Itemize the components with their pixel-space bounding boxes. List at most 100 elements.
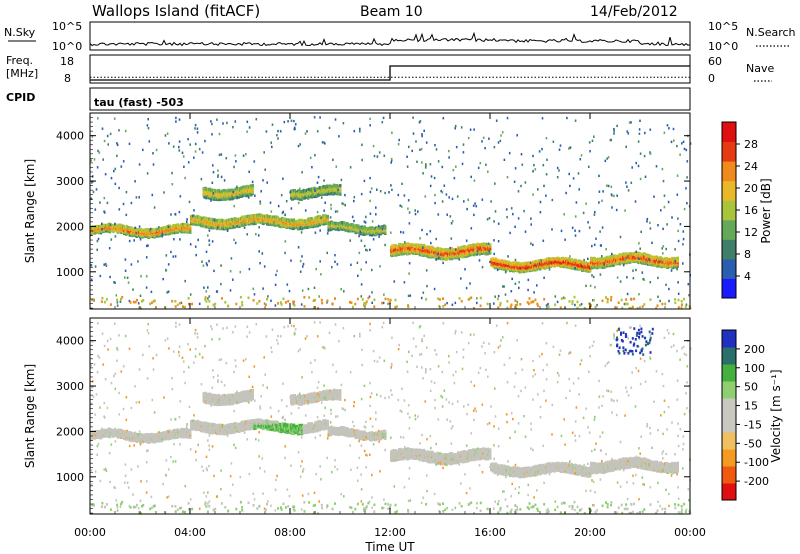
power-cell	[512, 212, 514, 216]
power-cell	[588, 165, 590, 168]
power-cell	[383, 154, 386, 157]
power-cell	[341, 202, 344, 205]
power-cell	[292, 226, 296, 230]
power-cell	[460, 126, 463, 129]
power-cell	[435, 258, 437, 261]
power-cell	[384, 225, 387, 229]
power-cell	[210, 199, 212, 202]
power-cell	[662, 252, 664, 255]
power-cell	[420, 147, 423, 151]
power-cell	[470, 175, 472, 179]
power-cell	[306, 188, 309, 192]
power-cell	[571, 226, 574, 229]
power-cell	[246, 191, 249, 195]
power-cell	[462, 143, 465, 146]
power-cell	[639, 177, 642, 181]
power-cell	[197, 238, 199, 242]
power-cell	[502, 285, 504, 288]
power-cell	[634, 256, 637, 260]
power-cell	[578, 229, 581, 233]
power-cell	[434, 201, 436, 205]
power-cell	[196, 127, 199, 130]
power-cell	[258, 250, 260, 253]
power-cell	[122, 160, 125, 163]
power-cell	[489, 251, 492, 255]
power-cell	[234, 120, 237, 123]
power-cell	[683, 147, 686, 151]
power-cell	[276, 134, 278, 137]
power-cell	[293, 126, 296, 129]
power-cell	[414, 212, 417, 216]
power-cell	[574, 234, 577, 237]
power-cell	[607, 184, 610, 188]
power-cell	[659, 260, 661, 263]
power-cell	[339, 189, 342, 193]
power-cell	[493, 239, 495, 242]
power-cell	[462, 151, 465, 154]
power-cell	[661, 167, 664, 171]
power-cell	[178, 145, 180, 149]
power-cell	[630, 181, 633, 184]
power-cell	[435, 237, 437, 241]
power-cell	[685, 148, 688, 152]
power-cell	[369, 248, 371, 251]
power-cell	[625, 181, 627, 184]
power-cell	[412, 251, 415, 255]
power-cell	[251, 190, 254, 194]
power-cell	[233, 238, 235, 242]
power-cell	[301, 289, 304, 292]
power-cell	[235, 160, 237, 163]
power-cell	[207, 217, 211, 221]
power-cell	[108, 230, 112, 234]
power-cell	[96, 248, 98, 251]
power-cell	[556, 300, 559, 304]
power-cell	[171, 171, 173, 175]
power-cell	[403, 281, 406, 284]
power-cell	[421, 161, 423, 164]
power-cell	[589, 284, 592, 287]
power-cell	[379, 265, 381, 268]
power-cell	[114, 235, 117, 238]
power-cell	[259, 202, 262, 205]
power-cell	[467, 198, 469, 201]
power-cell	[513, 180, 516, 183]
power-cell	[379, 232, 382, 236]
power-cell	[189, 230, 192, 234]
power-cell	[183, 165, 185, 168]
power-cell	[397, 143, 400, 146]
power-cell	[251, 186, 254, 190]
cpid-label: CPID	[6, 91, 35, 104]
nsearch-tick-high: 10^5	[708, 20, 738, 33]
power-cell	[161, 232, 164, 236]
power-cell	[406, 155, 408, 158]
power-cell	[151, 193, 154, 197]
power-cell	[407, 207, 409, 210]
power-cell	[379, 190, 382, 193]
power-cell	[407, 199, 410, 202]
power-cell	[378, 235, 380, 238]
power-cell	[408, 262, 411, 265]
power-cell	[674, 259, 676, 263]
power-cell	[449, 246, 452, 250]
power-cell	[187, 138, 189, 141]
power-cell	[360, 239, 363, 242]
power-cell	[676, 193, 679, 196]
power-cell	[476, 250, 479, 253]
power-cell	[494, 257, 497, 261]
freq-unit-label: [MHz]	[6, 67, 38, 80]
power-cell	[349, 166, 352, 169]
power-cell	[234, 154, 237, 157]
power-cell	[137, 228, 140, 232]
power-cell	[419, 237, 421, 240]
power-cell	[550, 263, 554, 268]
power-cell	[218, 153, 221, 157]
power-cell	[118, 208, 121, 211]
power-cell	[517, 217, 520, 220]
power-cell	[676, 144, 678, 148]
power-cell	[636, 251, 639, 255]
power-cell	[448, 196, 450, 199]
power-cell	[391, 131, 393, 134]
power-cell	[224, 189, 228, 193]
power-cell	[288, 289, 291, 293]
power-cell	[547, 302, 549, 306]
